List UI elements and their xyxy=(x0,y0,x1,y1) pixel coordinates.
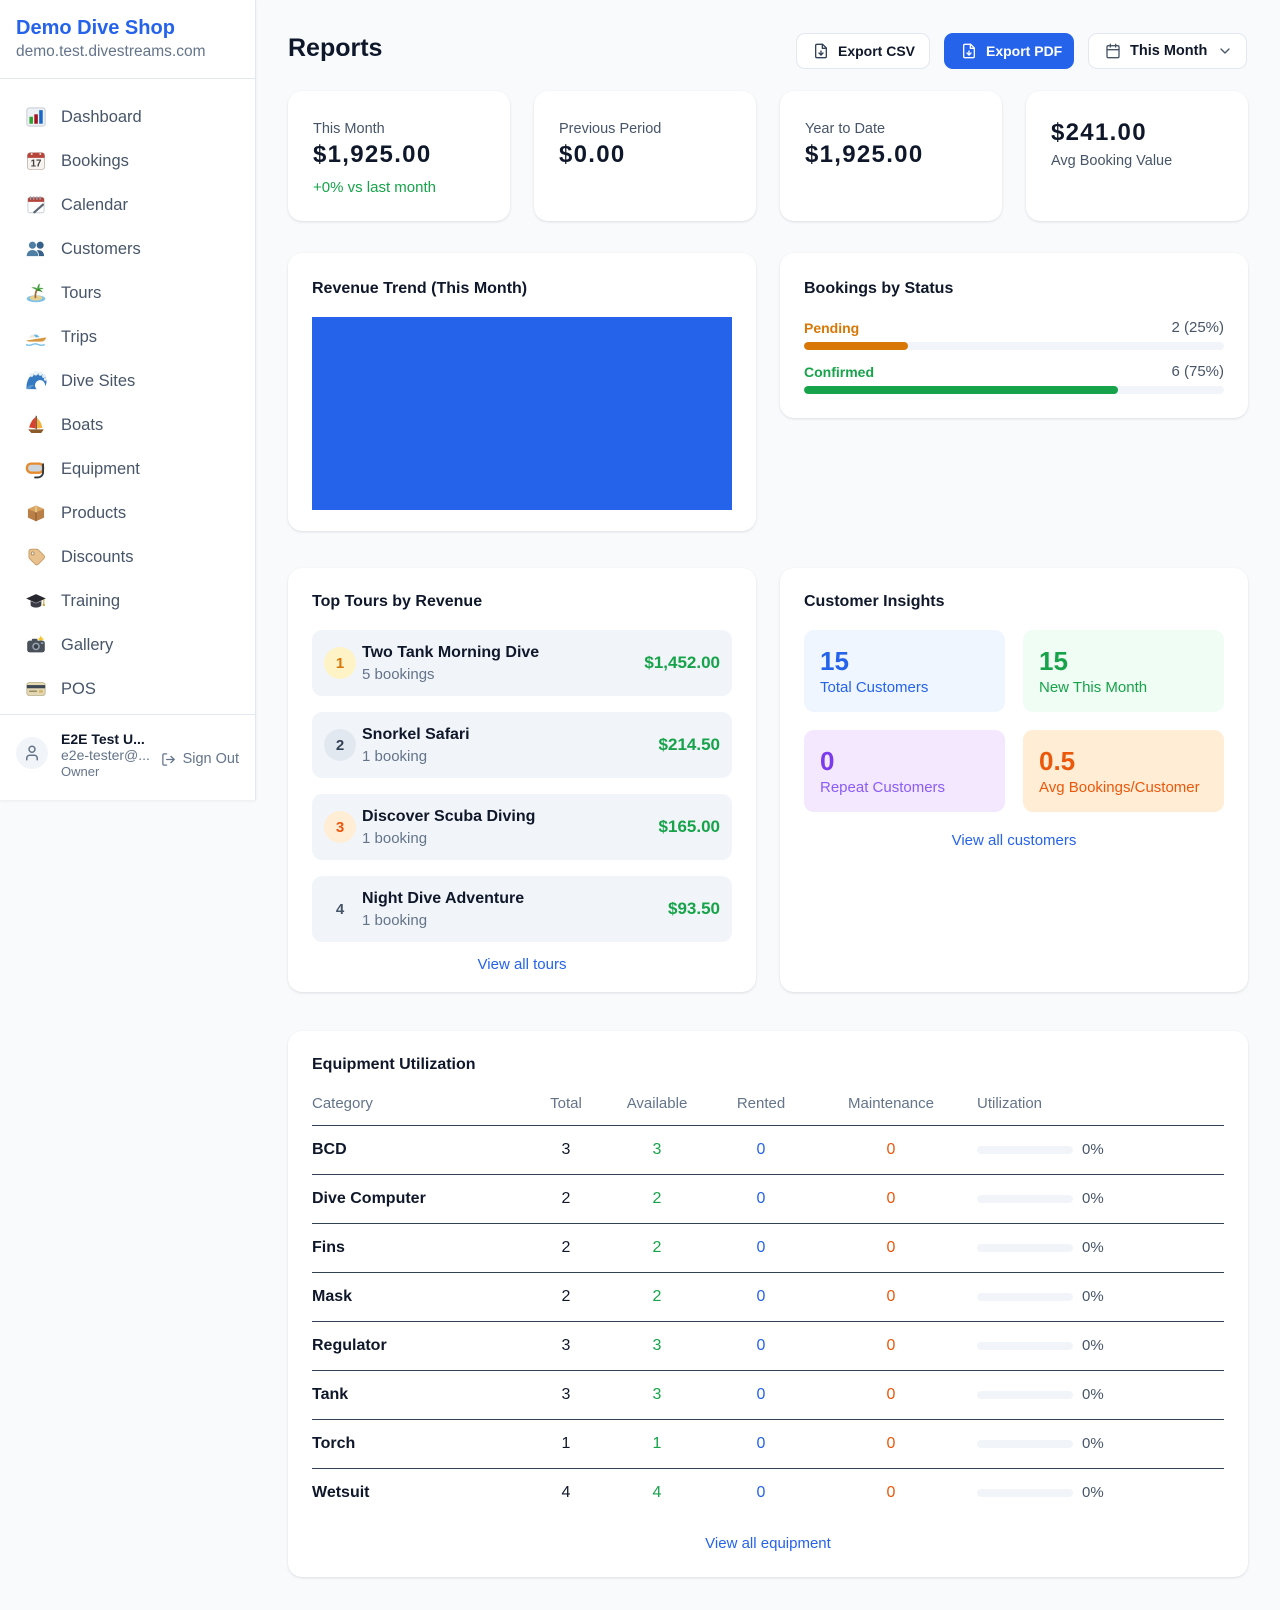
svg-text:17: 17 xyxy=(31,159,42,170)
